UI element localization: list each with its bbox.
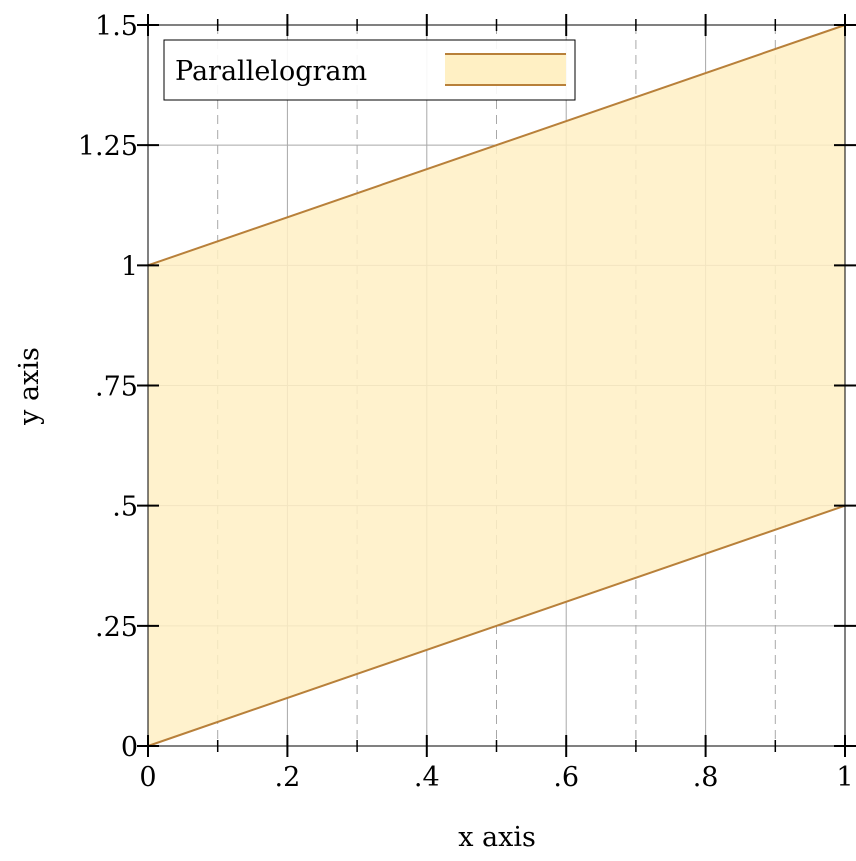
- y-tick-label: 1: [121, 251, 138, 282]
- x-tick-label: .4: [414, 762, 440, 793]
- ticks: 0 .2 .4 .6 .8 1 0 .25 .5 .75 1 1.25 1.5: [78, 11, 856, 793]
- y-tick-label: .5: [112, 492, 138, 523]
- x-tick-label: .2: [275, 762, 301, 793]
- legend-label: Parallelogram: [175, 56, 367, 87]
- legend-swatch: [445, 54, 566, 85]
- series-layer: [147, 24, 846, 747]
- x-tick-label: 0: [139, 762, 156, 793]
- x-tick-label: .8: [693, 762, 719, 793]
- parallelogram-area: [148, 25, 845, 746]
- y-axis-label: y axis: [14, 347, 45, 426]
- x-tick-label: 1: [836, 762, 853, 793]
- y-tick-label: .75: [95, 372, 138, 403]
- x-tick-label: .6: [553, 762, 579, 793]
- y-tick-label: 1.25: [78, 131, 138, 162]
- y-tick-label: .25: [95, 612, 138, 643]
- legend: Parallelogram: [163, 39, 576, 101]
- y-tick-label: 1.5: [95, 11, 138, 42]
- lower-boundary-line: [147, 504, 846, 747]
- upper-boundary-line: [147, 24, 846, 267]
- y-tick-label: 0: [121, 732, 138, 763]
- x-axis-label: x axis: [458, 822, 536, 853]
